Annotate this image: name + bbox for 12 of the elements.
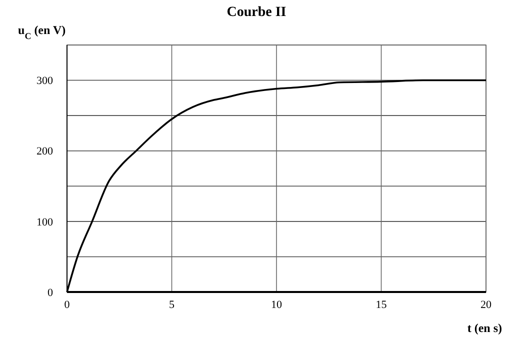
- x-tick-label: 15: [376, 299, 388, 311]
- x-tick-label: 5: [169, 299, 175, 311]
- y-tick-label: 300: [36, 75, 54, 88]
- chart-title: Courbe II: [226, 5, 286, 20]
- y-axis-title: u$_{C}$ (en V): [18, 23, 66, 41]
- x-tick-label: 20: [480, 299, 492, 311]
- y-tick-label: 100: [36, 216, 54, 228]
- y-tick-label: 0: [48, 286, 54, 299]
- x-axis-title: t (en s): [467, 321, 502, 335]
- x-tick-label: 10: [271, 299, 282, 311]
- x-tick-label: 0: [64, 299, 70, 311]
- y-tick-label: 200: [36, 146, 54, 158]
